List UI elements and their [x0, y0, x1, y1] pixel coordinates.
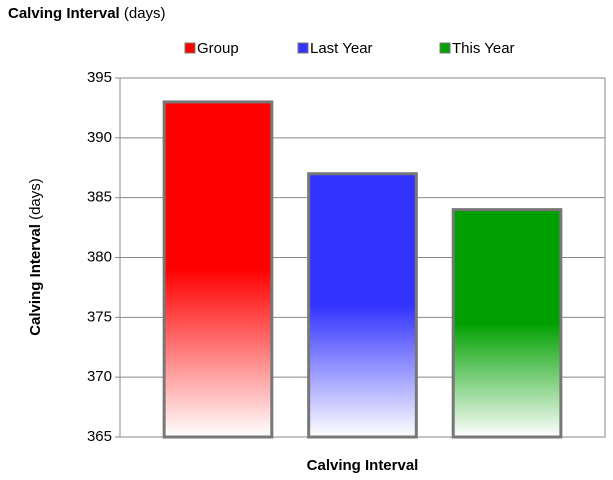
y-tick-label: 370: [87, 368, 112, 385]
bar: [162, 100, 274, 439]
legend-swatch: [297, 42, 309, 54]
ylabel-unit: (days): [27, 178, 44, 220]
y-tick-label: 380: [87, 248, 112, 265]
x-axis-label: Calving Interval: [307, 457, 419, 474]
legend-swatch: [439, 42, 451, 54]
legend-label: This Year: [452, 40, 515, 57]
legend-label: Group: [197, 40, 239, 57]
title-unit: (days): [124, 5, 166, 22]
bar: [307, 172, 418, 439]
y-tick-label: 390: [87, 129, 112, 146]
bar: [451, 208, 563, 439]
y-tick-label: 385: [87, 189, 112, 206]
y-tick-label: 395: [87, 69, 112, 86]
title-main: Calving Interval: [8, 5, 120, 22]
chart-title: Calving Interval (days): [8, 5, 166, 22]
legend-swatch: [184, 42, 196, 54]
y-tick-label: 365: [87, 428, 112, 445]
legend-label: Last Year: [310, 40, 373, 57]
ylabel-main: Calving Interval: [27, 224, 44, 336]
y-tick-label: 375: [87, 308, 112, 325]
y-axis-label: Calving Interval (days): [27, 178, 44, 336]
